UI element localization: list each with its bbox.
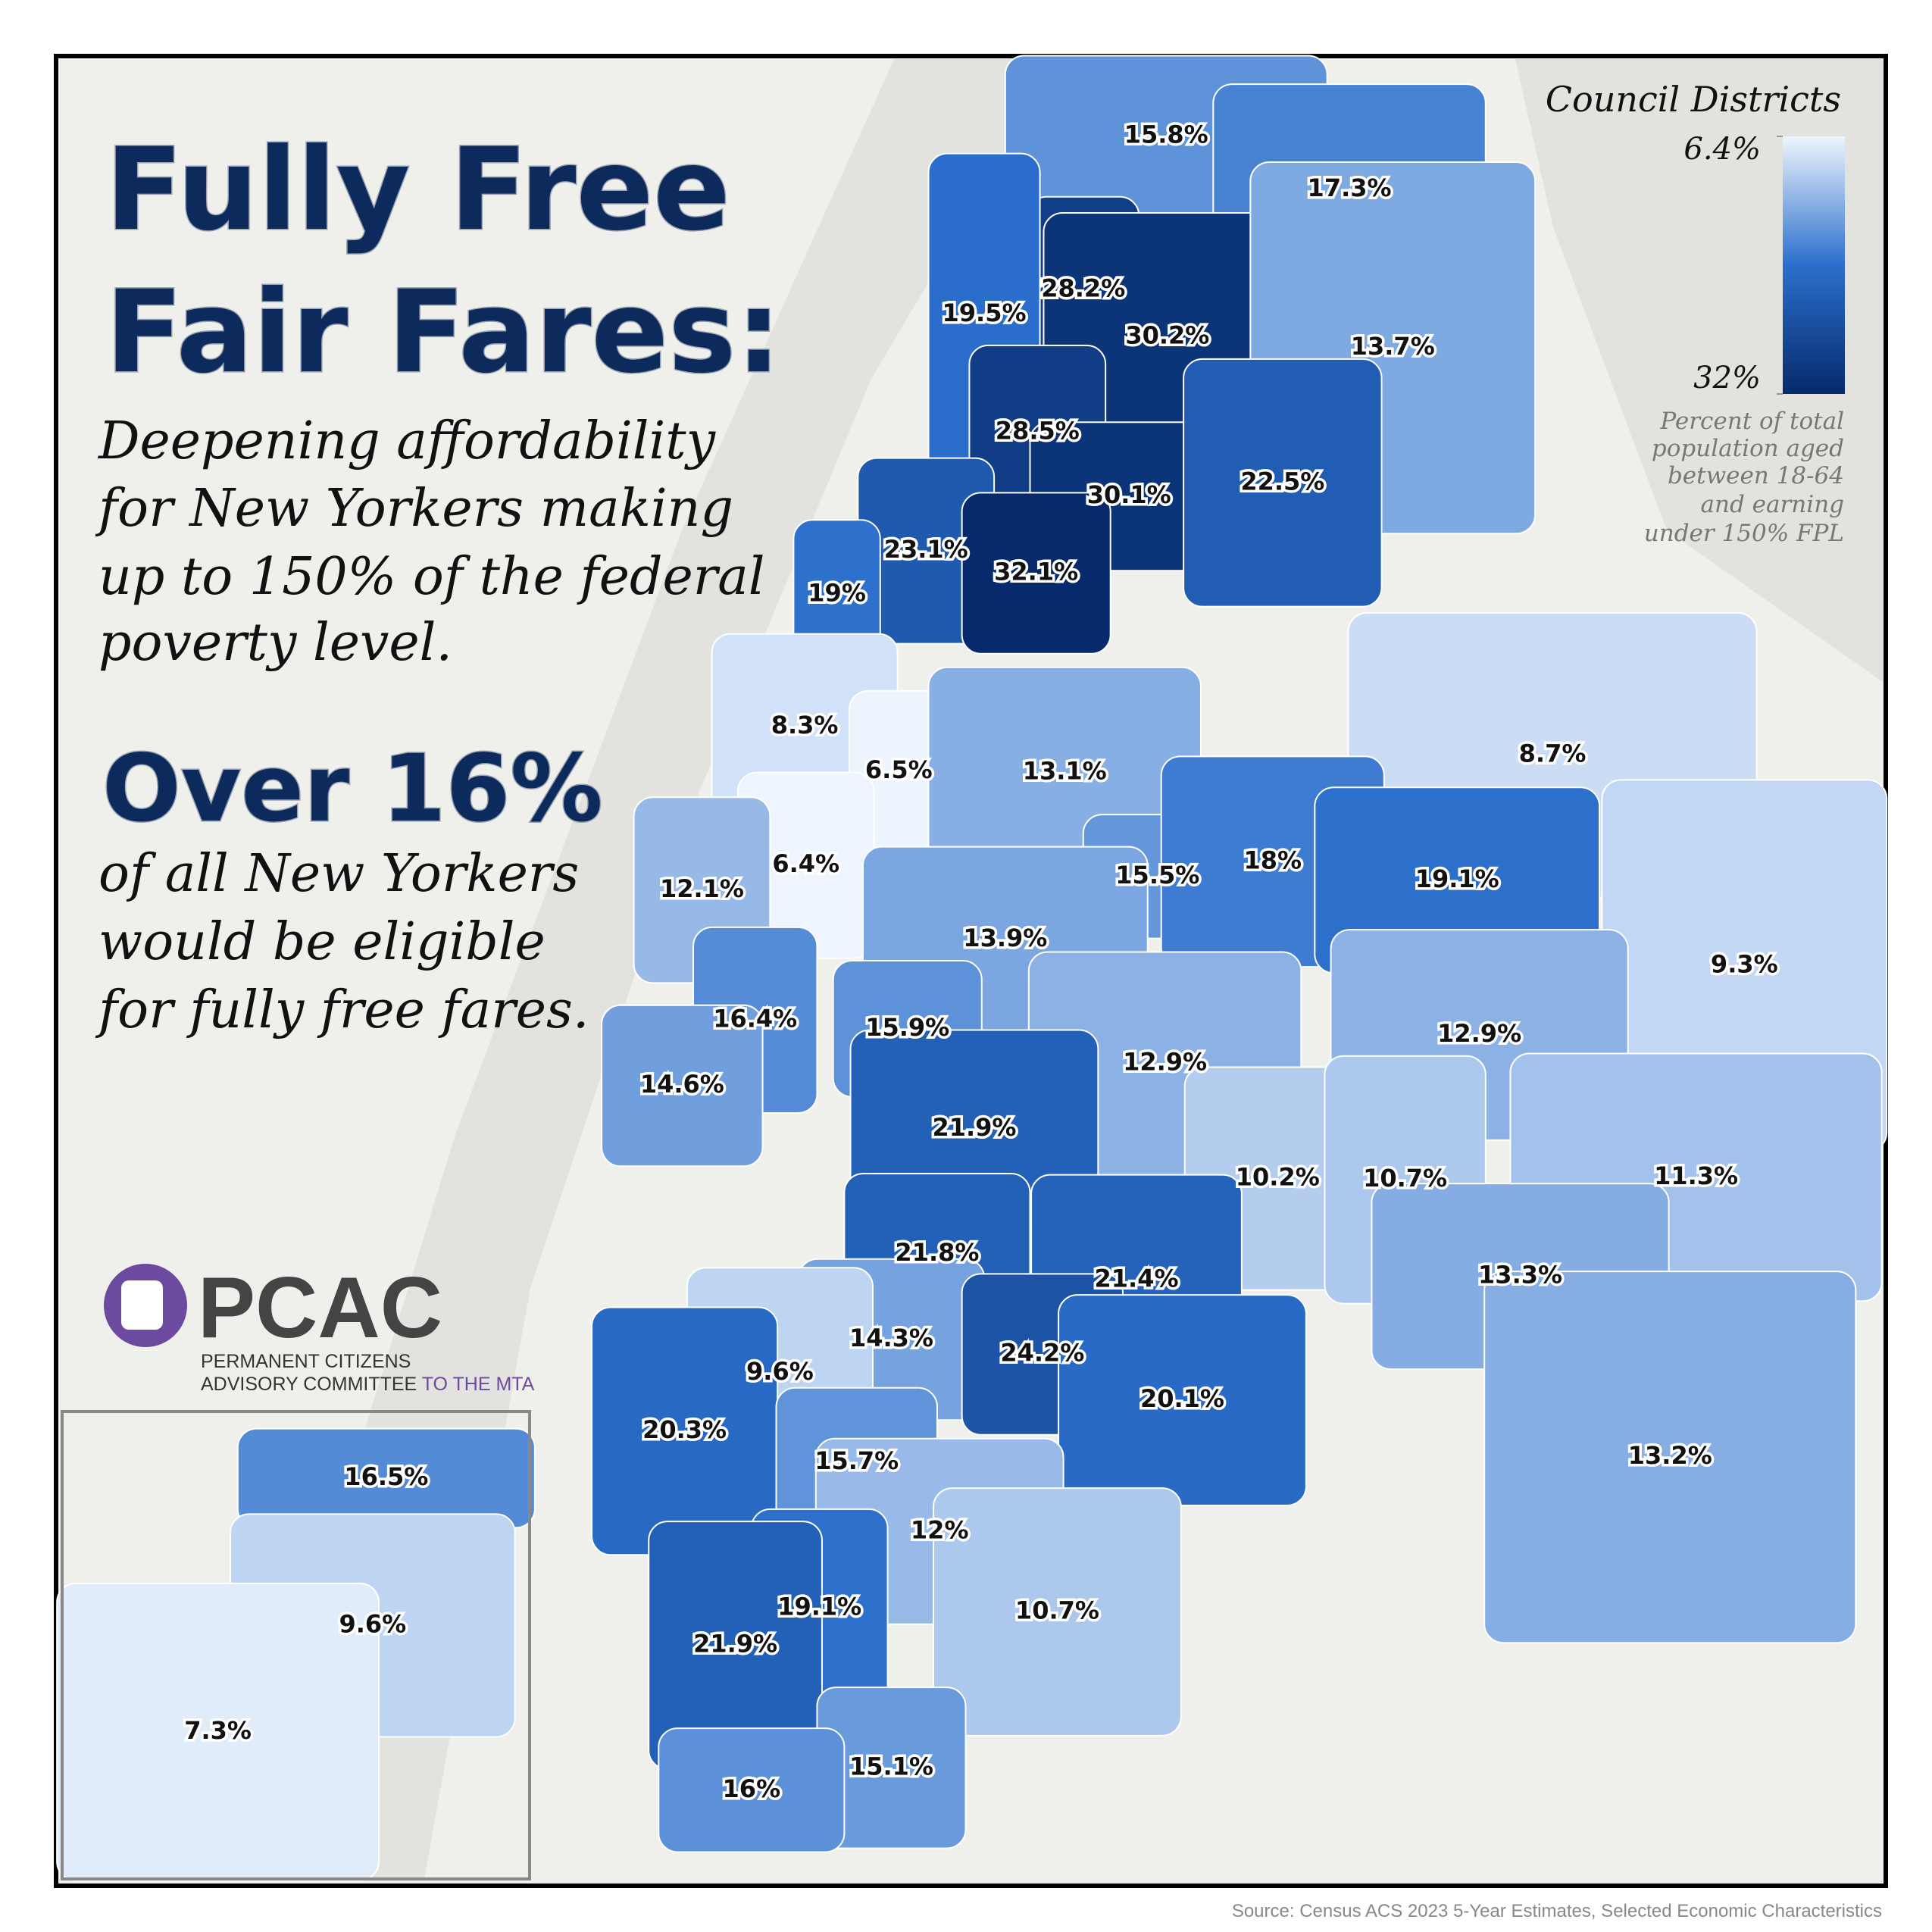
district-label: 12% — [911, 1515, 969, 1544]
district — [961, 492, 1111, 655]
district — [56, 1582, 380, 1882]
legend: Council Districts Percent of total popul… — [1546, 79, 1845, 547]
district-label: 6.4% — [772, 849, 839, 878]
legend-tick-label: 6.4% — [1683, 132, 1761, 167]
source: Source: Census ACS 2023 5-Year Estimates… — [1232, 1901, 1882, 1921]
district-label: 21.9% — [693, 1630, 777, 1658]
district-label: 24.2% — [1000, 1339, 1084, 1368]
district-labels: 15.8% 17.3% 28.2% 19.5% 30.2% 13.7% 28.5% 30.1%… — [182, 117, 1780, 1805]
district-label: 19.1% — [1415, 864, 1499, 893]
district — [1183, 358, 1383, 608]
logo-line: PERMANENT CITIZENS — [201, 1351, 411, 1372]
district-label: 15.5% — [1115, 861, 1199, 889]
district-label: 19% — [808, 578, 866, 607]
subtitle-line: Deepening affordability — [97, 411, 717, 471]
district-label: 21.8% — [895, 1238, 979, 1267]
logo: PCAC PERMANENT CITIZENS ADVISORY COMMITT… — [104, 1260, 535, 1395]
district-label: 10.7% — [1015, 1596, 1099, 1624]
inset-box — [61, 1410, 531, 1880]
district-label: 9.6% — [339, 1609, 406, 1638]
legend-note: under 150% FPL — [1644, 520, 1844, 547]
district-label: 7.3% — [184, 1716, 252, 1745]
district — [933, 1487, 1182, 1737]
district-label: 8.3% — [771, 711, 839, 739]
district-label: 12.9% — [1123, 1048, 1207, 1077]
district-label: 12.1% — [660, 874, 744, 903]
logo-line: ADVISORY COMMITTEE — [201, 1374, 417, 1395]
district-label: 19.1% — [777, 1593, 861, 1621]
legend-gradient — [1783, 136, 1845, 394]
district-label: 14.6% — [640, 1070, 724, 1099]
subtitle-line: for New Yorkers making — [95, 479, 733, 539]
land-strip — [227, 59, 1061, 1879]
district-label: 6.5% — [865, 755, 933, 784]
legend-note: and earning — [1701, 491, 1844, 518]
district-label: 28.5% — [996, 416, 1080, 445]
district-label: 32.1% — [994, 558, 1078, 586]
title-line: Fully Free — [105, 124, 730, 256]
district-label: 10.7% — [1363, 1164, 1447, 1193]
district — [1483, 1271, 1857, 1644]
district-label: 20.3% — [642, 1415, 727, 1444]
district-label: 22.5% — [1240, 467, 1324, 496]
legend-tick-label: 32% — [1693, 361, 1761, 395]
district-label: 15.7% — [814, 1446, 899, 1475]
subtitle-line: up to 150% of the federal — [98, 547, 765, 607]
headline-text: would be eligible — [98, 912, 546, 972]
district-label: 12.9% — [1437, 1019, 1521, 1048]
district-label: 13.9% — [963, 924, 1047, 952]
district-label: 9.6% — [746, 1357, 814, 1386]
district-label: 30.1% — [1087, 480, 1171, 509]
district-label: 16.4% — [713, 1004, 797, 1033]
logo-suffix: TO THE MTA — [422, 1374, 535, 1395]
district-label: 13.7% — [1351, 332, 1435, 361]
district-label: 10.2% — [1236, 1163, 1320, 1192]
district-label: 19.5% — [943, 299, 1027, 327]
district-label: 21.4% — [1095, 1265, 1179, 1293]
district-label: 15.1% — [849, 1752, 933, 1780]
district-label: 16% — [723, 1774, 781, 1803]
district-label: 21.9% — [932, 1113, 1016, 1142]
district — [658, 1727, 846, 1853]
legend-title: Council Districts — [1546, 79, 1841, 120]
district-label: 13.1% — [1023, 757, 1107, 786]
district-label: 8.7% — [1519, 739, 1587, 768]
district-label: 13.3% — [1478, 1261, 1562, 1290]
logo-train — [121, 1280, 163, 1330]
logo-name: PCAC — [198, 1260, 442, 1356]
subtitle-line: poverty level. — [98, 613, 452, 673]
title-line: Fair Fares: — [105, 267, 781, 399]
districts — [56, 55, 1888, 1882]
district-label: 13.2% — [1628, 1441, 1712, 1470]
district-label: 14.3% — [849, 1324, 933, 1352]
district-label: 20.1% — [1140, 1384, 1224, 1413]
legend-note: population aged — [1652, 435, 1844, 462]
logo-line: ADVISORY COMMITTEE TO THE MTA — [201, 1374, 535, 1395]
district — [601, 1004, 764, 1168]
district-label: 11.3% — [1654, 1161, 1738, 1190]
district-label: 17.3% — [1308, 174, 1392, 202]
district-label: 28.2% — [1041, 274, 1125, 302]
legend-note: between 18-64 — [1668, 462, 1844, 489]
district-label: 15.9% — [865, 1013, 949, 1042]
headline: Over 16% — [102, 735, 603, 843]
legend-note: Percent of total — [1659, 408, 1844, 435]
district — [1058, 1294, 1307, 1506]
district-label: 16.5% — [344, 1462, 428, 1491]
district-label: 18% — [1243, 846, 1302, 874]
district-label: 23.1% — [884, 535, 968, 564]
district-label: 30.2% — [1125, 320, 1209, 349]
district-label: 9.3% — [1711, 950, 1778, 979]
headline-text: of all New Yorkers — [98, 844, 579, 904]
headline-text: for fully free fares. — [95, 980, 589, 1040]
district-label: 15.8% — [1124, 120, 1208, 149]
